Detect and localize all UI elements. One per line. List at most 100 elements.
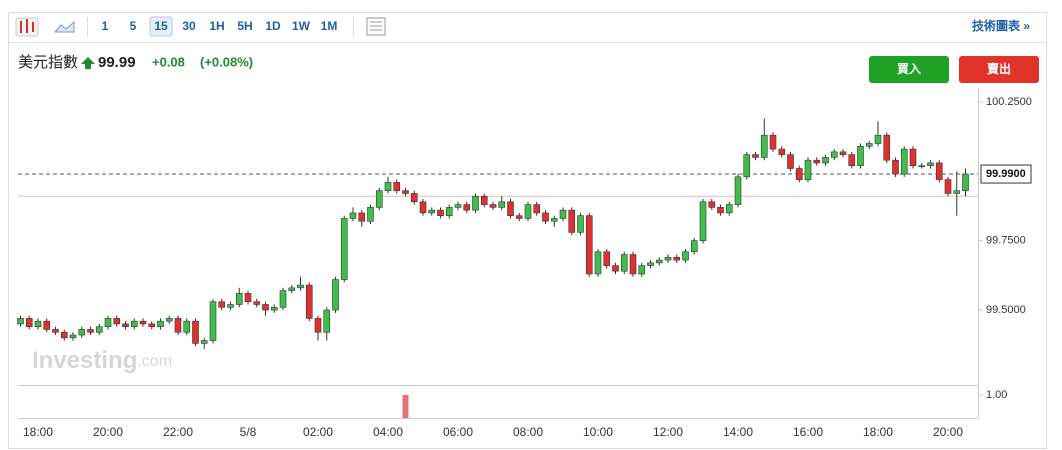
candle-body xyxy=(787,154,794,169)
candle-body xyxy=(699,201,707,241)
candle-body xyxy=(498,201,506,208)
candle-body xyxy=(472,195,479,211)
candle-body xyxy=(305,284,313,319)
x-tick-label: 18:00 xyxy=(863,425,893,439)
candle-body xyxy=(594,251,602,275)
y-tick-label: 99.5000 xyxy=(986,304,1026,316)
candle-body xyxy=(69,334,77,339)
chart-type-icons[interactable] xyxy=(15,17,386,37)
change-percent: (+0.08%) xyxy=(200,54,253,69)
candle-body xyxy=(52,329,59,333)
candle-body xyxy=(192,320,199,344)
candle-body xyxy=(673,257,681,261)
interval-button[interactable]: 30 xyxy=(182,19,196,33)
interval-button[interactable]: 1W xyxy=(292,19,311,33)
x-tick-label: 18:00 xyxy=(23,425,53,439)
candle-body xyxy=(349,212,357,219)
x-tick-label: 20:00 xyxy=(933,425,963,439)
candle-body xyxy=(323,309,331,333)
candle-body xyxy=(638,265,646,275)
sell-button[interactable] xyxy=(959,56,1039,83)
candle-body xyxy=(857,145,864,167)
interval-button[interactable]: 1M xyxy=(321,19,338,33)
candle-body xyxy=(340,218,348,280)
candle-body xyxy=(559,209,567,219)
buy-label[interactable]: 買入 xyxy=(897,62,921,76)
area-icon[interactable] xyxy=(53,20,75,33)
candle-body xyxy=(480,195,488,205)
candle-body xyxy=(297,284,304,289)
candle-body xyxy=(734,176,742,205)
candle-body xyxy=(253,301,261,305)
volume-bar xyxy=(402,394,409,418)
candle-body xyxy=(139,320,147,325)
watermark-brand: Investing xyxy=(32,347,137,374)
candle-body xyxy=(874,134,882,144)
x-tick-label: 10:00 xyxy=(583,425,613,439)
sell-label[interactable]: 賣出 xyxy=(986,61,1011,76)
candle-body xyxy=(130,320,138,328)
interval-button[interactable]: 5H xyxy=(237,19,252,33)
candle-body xyxy=(769,134,777,150)
candle-body xyxy=(25,318,33,328)
watermark-suffix: .com xyxy=(137,353,172,370)
candle-body xyxy=(664,257,672,261)
candle-body xyxy=(60,331,68,339)
candle-body xyxy=(962,173,969,192)
candle-body xyxy=(384,182,392,192)
candle-body xyxy=(577,215,584,233)
candle-body xyxy=(865,143,873,147)
candle-body xyxy=(892,159,899,175)
candle-body xyxy=(953,190,961,194)
candle-body xyxy=(113,318,121,325)
candle-body xyxy=(104,318,112,328)
candle-body xyxy=(603,251,611,266)
interval-button[interactable]: 15 xyxy=(154,19,168,33)
interval-button[interactable]: 1D xyxy=(265,19,281,33)
candle-body xyxy=(227,304,234,308)
last-price-box xyxy=(980,164,1032,184)
candle-body xyxy=(752,154,759,158)
candle-body xyxy=(437,209,444,216)
candle-body xyxy=(585,215,593,275)
candle-body xyxy=(743,154,751,178)
candle-body xyxy=(489,204,497,208)
candle-body xyxy=(235,293,243,305)
interval-button[interactable]: 1H xyxy=(209,19,224,33)
last-price-label: 99.9900 xyxy=(986,168,1026,180)
candle-body xyxy=(17,318,24,325)
interval-button[interactable]: 1 xyxy=(102,19,109,33)
candle-body xyxy=(218,301,226,308)
tech-chart-link[interactable]: 技術圖表 » xyxy=(972,18,1030,33)
candle-body xyxy=(839,151,847,155)
price: 99.99 xyxy=(98,54,136,71)
candle-body xyxy=(909,148,917,167)
candle-body xyxy=(533,204,541,214)
candle-body xyxy=(410,193,418,203)
candle-body xyxy=(708,201,716,208)
active-interval xyxy=(149,16,173,37)
x-tick-label: 12:00 xyxy=(653,425,683,439)
candle-icon-glyph xyxy=(20,19,34,33)
candle-body xyxy=(568,209,576,233)
candle-body xyxy=(463,204,471,211)
candle-body xyxy=(900,148,908,175)
candle-body xyxy=(550,218,558,222)
frame xyxy=(8,12,1047,449)
interval-button[interactable]: 5 xyxy=(130,19,137,33)
candle-body xyxy=(682,251,689,261)
candle-body xyxy=(629,254,637,275)
candle-body xyxy=(87,329,94,333)
candle-body xyxy=(778,148,786,155)
candle-body xyxy=(270,306,278,311)
candle-body xyxy=(918,165,926,168)
watermark: Investing.com xyxy=(32,347,172,374)
buy-button[interactable] xyxy=(869,56,949,83)
candle-body xyxy=(393,182,401,192)
candle-body xyxy=(542,212,549,222)
volume-tick-label: 1.00 xyxy=(986,389,1007,401)
candle-body xyxy=(717,207,724,214)
candle-body xyxy=(200,340,208,344)
settings-glyph xyxy=(370,21,382,31)
